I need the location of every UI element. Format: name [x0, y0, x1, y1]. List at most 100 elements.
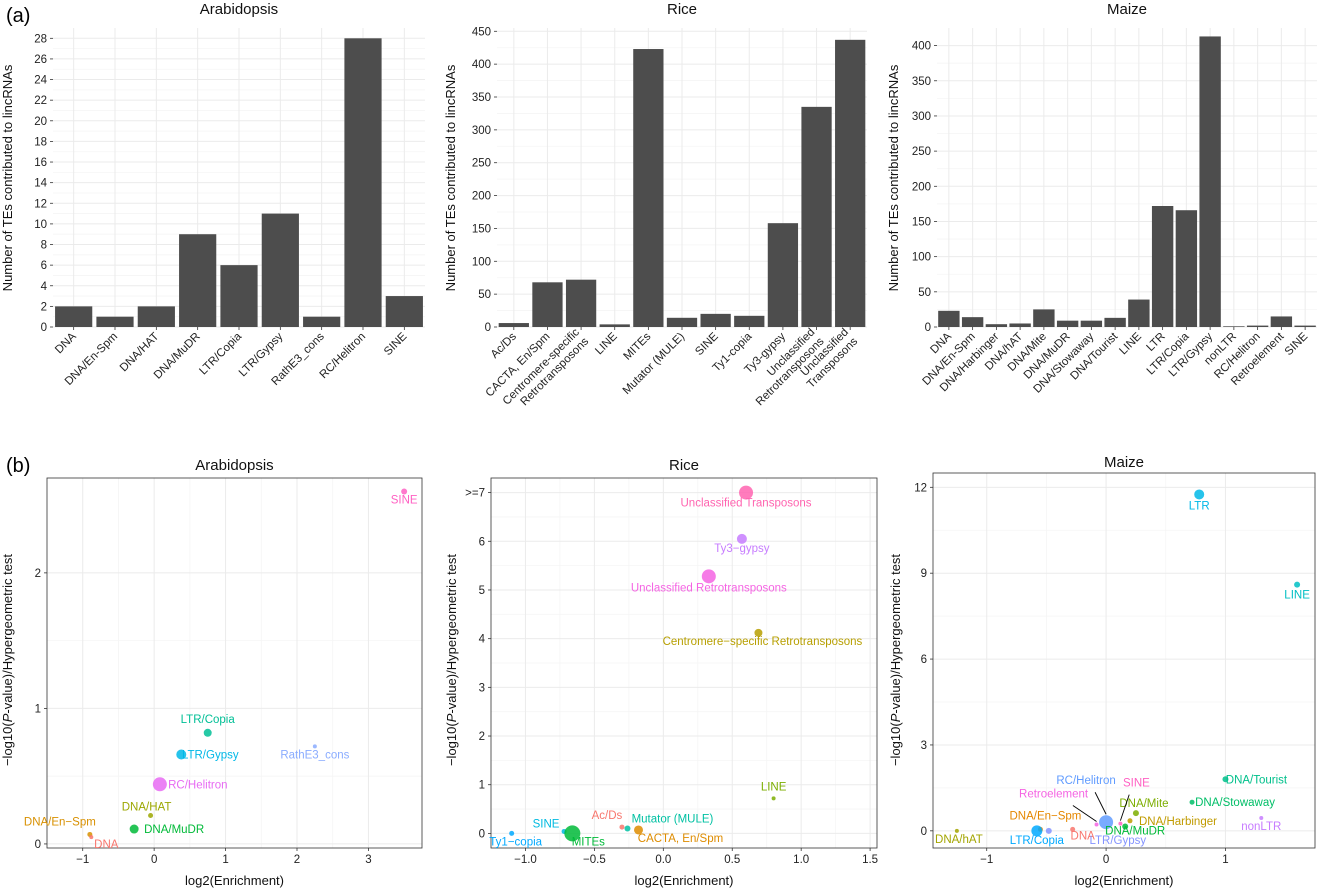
point-label-line: LINE — [1284, 590, 1310, 602]
x-axis-title: log2(Enrichment) — [1075, 873, 1174, 888]
point-label-dna: DNA — [1071, 830, 1096, 842]
chart-maize-bar: 050100150200250300350400DNADNA/En-SpmDNA… — [886, 1, 1317, 396]
y-axis-title: Number of TEs contributed to lincRNAs — [443, 64, 458, 291]
y-tick-label: 3 — [921, 740, 927, 752]
x-axis-title: log2(Enrichment) — [185, 873, 284, 888]
y-tick-label: 350 — [912, 76, 931, 88]
point-sine — [401, 488, 408, 495]
plot-background — [47, 478, 422, 848]
point-label-ty1-copia: Ty1−copia — [489, 836, 542, 848]
point-unclassified-retrotransposons — [701, 569, 716, 584]
point-label-dna-mudr: DNA/MuDR — [1105, 826, 1165, 838]
point-ltr — [1194, 489, 1205, 500]
y-tick-label: 0 — [41, 322, 47, 334]
point-ty1-copia — [509, 830, 515, 836]
point-label-line: LINE — [761, 781, 787, 793]
point-dna-hat — [954, 828, 959, 833]
y-tick-label: 2 — [35, 568, 41, 580]
point-label-rc-helitron: RC/Helitron — [168, 779, 227, 791]
y-tick-label: 250 — [912, 146, 931, 158]
x-tick-label: −1.0 — [514, 854, 537, 866]
y-tick-label: 3 — [479, 682, 485, 694]
bar-ltr-copia — [1175, 210, 1198, 327]
y-tick-label: 100 — [912, 252, 931, 264]
point-label-rathe3-cons: RathE3_cons — [280, 749, 349, 761]
y-tick-label: 9 — [921, 568, 927, 580]
x-tick-label: SINE — [693, 330, 721, 358]
bar-dna-harbinger — [985, 324, 1008, 327]
point-label-dna-stowaway: DNA/Stowaway — [1195, 797, 1275, 809]
bar-sine — [1294, 325, 1316, 327]
y-tick-label: 10 — [34, 219, 47, 231]
point-rathe3-cons — [312, 744, 317, 749]
chart-title: Maize — [1107, 1, 1147, 18]
point-ty3-gypsy — [736, 533, 747, 544]
y-tick-label: >=7 — [465, 488, 485, 500]
x-tick-label: LINE — [593, 330, 620, 357]
x-tick-label: −1 — [980, 854, 993, 866]
point-nonltr — [1259, 815, 1264, 820]
plot-frame — [932, 472, 1316, 849]
y-tick-label: 150 — [472, 223, 491, 235]
point-ltr-copia — [1031, 825, 1043, 837]
point-rc-helitron — [1099, 815, 1114, 830]
chart-maize-scatter: −1 0 1 0 3 6 9 12 LTR LINE DNA/Tourist DNA/Stowaway… — [888, 454, 1316, 888]
y-tick-label: 1 — [35, 703, 41, 715]
point-line — [771, 796, 776, 801]
y-tick-label: 0 — [479, 828, 485, 840]
label-leader-line — [1094, 792, 1107, 815]
y-axis-title: −log10(P-value)/Hypergeometric test — [0, 554, 15, 766]
label-leader-line — [1072, 805, 1097, 822]
bar-rathe3-cons — [303, 316, 341, 327]
y-tick-label: 200 — [912, 181, 931, 193]
chart-title: Rice — [669, 457, 699, 474]
y-tick-label: 6 — [479, 536, 485, 548]
bar-ltr-gypsy — [1199, 36, 1221, 327]
point-label-dna-hat: DNA/HAT — [122, 801, 172, 813]
point-label-dna-harbinger: DNA/Harbinger — [1139, 816, 1217, 828]
bar-rc-helitron — [1246, 325, 1269, 327]
bar-unclassified-transposons — [835, 39, 866, 327]
x-tick-label: 1 — [222, 854, 228, 866]
point-label-mutator-mule: Mutator (MULE) — [632, 814, 714, 826]
y-tick-label: 0 — [485, 322, 491, 334]
y-axis-title: Number of TEs contributed to lincRNAs — [0, 64, 15, 291]
plot-background — [933, 473, 1315, 848]
x-tick-label: DNA — [53, 330, 79, 356]
plot-background — [937, 28, 1317, 327]
bar-dna — [55, 306, 93, 327]
point-label-ltr-copia: LTR/Copia — [1010, 835, 1065, 847]
x-tick-label: DNA/HAT — [118, 331, 162, 375]
point-label-unclassified-retrotransposons: Unclassified Retrotransposons — [631, 582, 787, 594]
y-tick-label: 150 — [912, 216, 931, 228]
point-dna-harbinger — [1127, 818, 1133, 824]
point-centromere-specific-retrotransposons — [754, 628, 763, 637]
point-ltr-gypsy — [176, 749, 187, 760]
point-label-cacta-en-spm: CACTA, En/Spm — [638, 833, 723, 845]
y-tick-label: 200 — [472, 191, 491, 203]
x-tick-label: LINE — [1117, 330, 1144, 357]
y-tick-label: 0 — [921, 826, 927, 838]
bar-retroelement — [1270, 316, 1293, 327]
point-dna — [1070, 826, 1076, 832]
x-tick-label: 2 — [294, 854, 300, 866]
y-tick-label: 28 — [34, 33, 47, 45]
y-tick-label: 400 — [472, 59, 491, 71]
chart-title: Rice — [667, 1, 697, 18]
x-axis-title: log2(Enrichment) — [635, 873, 734, 888]
y-tick-label: 50 — [478, 289, 491, 301]
point-cacta-en-spm — [634, 825, 644, 835]
point-label-dna-tourist: DNA/Tourist — [1226, 774, 1288, 786]
x-tick-label: 1 — [1222, 854, 1228, 866]
bar-sine — [700, 313, 731, 327]
y-tick-label: 22 — [34, 95, 47, 107]
point-dna-mudr — [129, 824, 139, 834]
bar-nonltr — [1223, 326, 1245, 327]
bar-dna-hat — [137, 306, 175, 327]
y-tick-label: 12 — [914, 482, 927, 494]
point-label-dna-mite: DNA/Mite — [1119, 798, 1168, 810]
bar-rc-helitron — [344, 38, 382, 328]
chart-arabidopsis-scatter: −1 0 1 2 3 0 1 2 SINE LTR/Copia LTR/Gypsy RathE3_co… — [0, 457, 423, 888]
y-tick-label: 12 — [34, 198, 47, 210]
point-ac-ds — [619, 824, 625, 830]
